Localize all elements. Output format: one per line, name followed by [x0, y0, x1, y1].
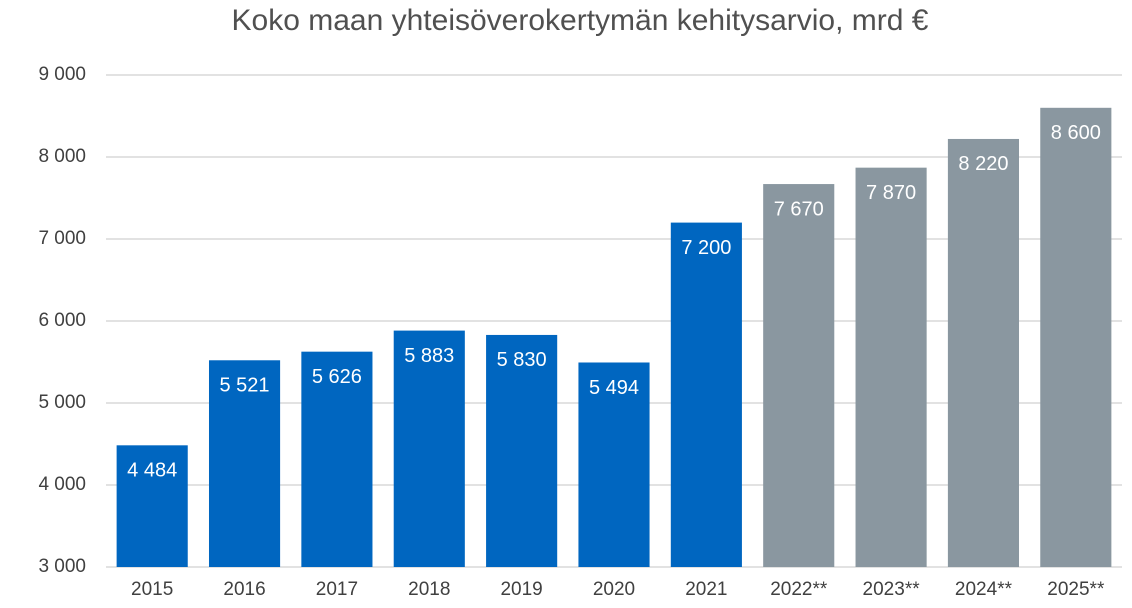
- value-label: 7 870: [866, 182, 916, 204]
- bar: [947, 138, 1020, 567]
- y-tick-label: 6 000: [38, 310, 86, 331]
- bar: [116, 445, 188, 567]
- x-tick-label: 2020: [593, 579, 635, 600]
- value-label: 5 626: [312, 366, 362, 388]
- value-label: 8 600: [1051, 122, 1101, 144]
- bar: [855, 167, 927, 567]
- x-tick-label: 2015: [131, 579, 173, 600]
- x-tick-label: 2018: [408, 579, 450, 600]
- bar: [486, 334, 558, 567]
- value-label: 5 883: [404, 345, 454, 367]
- bar: [670, 222, 742, 567]
- chart-title: Koko maan yhteisöverokertymän kehitysarv…: [232, 4, 929, 37]
- bar: [578, 362, 650, 567]
- x-tick-label: 2019: [500, 579, 542, 600]
- x-tick-label: 2016: [223, 579, 265, 600]
- y-tick-label: 3 000: [38, 556, 86, 577]
- value-label: 8 220: [958, 153, 1008, 175]
- bar: [301, 351, 373, 567]
- bar: [208, 360, 281, 567]
- value-label: 4 484: [127, 460, 177, 482]
- value-label: 7 670: [774, 198, 824, 220]
- x-tick-label: 2022**: [770, 579, 828, 600]
- bar: [1040, 107, 1112, 568]
- bar: [763, 184, 835, 567]
- value-label: 7 200: [681, 237, 731, 259]
- value-label: 5 521: [220, 375, 270, 397]
- y-tick-label: 5 000: [38, 392, 86, 413]
- y-tick-label: 4 000: [38, 474, 86, 495]
- y-tick-label: 7 000: [38, 228, 86, 249]
- value-label: 5 494: [589, 377, 639, 399]
- x-tick-label: 2023**: [863, 579, 921, 600]
- value-label: 5 830: [497, 349, 547, 371]
- x-tick-label: 2021: [685, 579, 727, 600]
- x-tick-label: 2024**: [955, 579, 1013, 600]
- y-tick-label: 8 000: [38, 146, 86, 167]
- y-tick-label: 9 000: [38, 64, 86, 85]
- bar: [393, 330, 465, 567]
- x-tick-label: 2017: [316, 579, 358, 600]
- x-tick-label: 2025**: [1047, 579, 1105, 600]
